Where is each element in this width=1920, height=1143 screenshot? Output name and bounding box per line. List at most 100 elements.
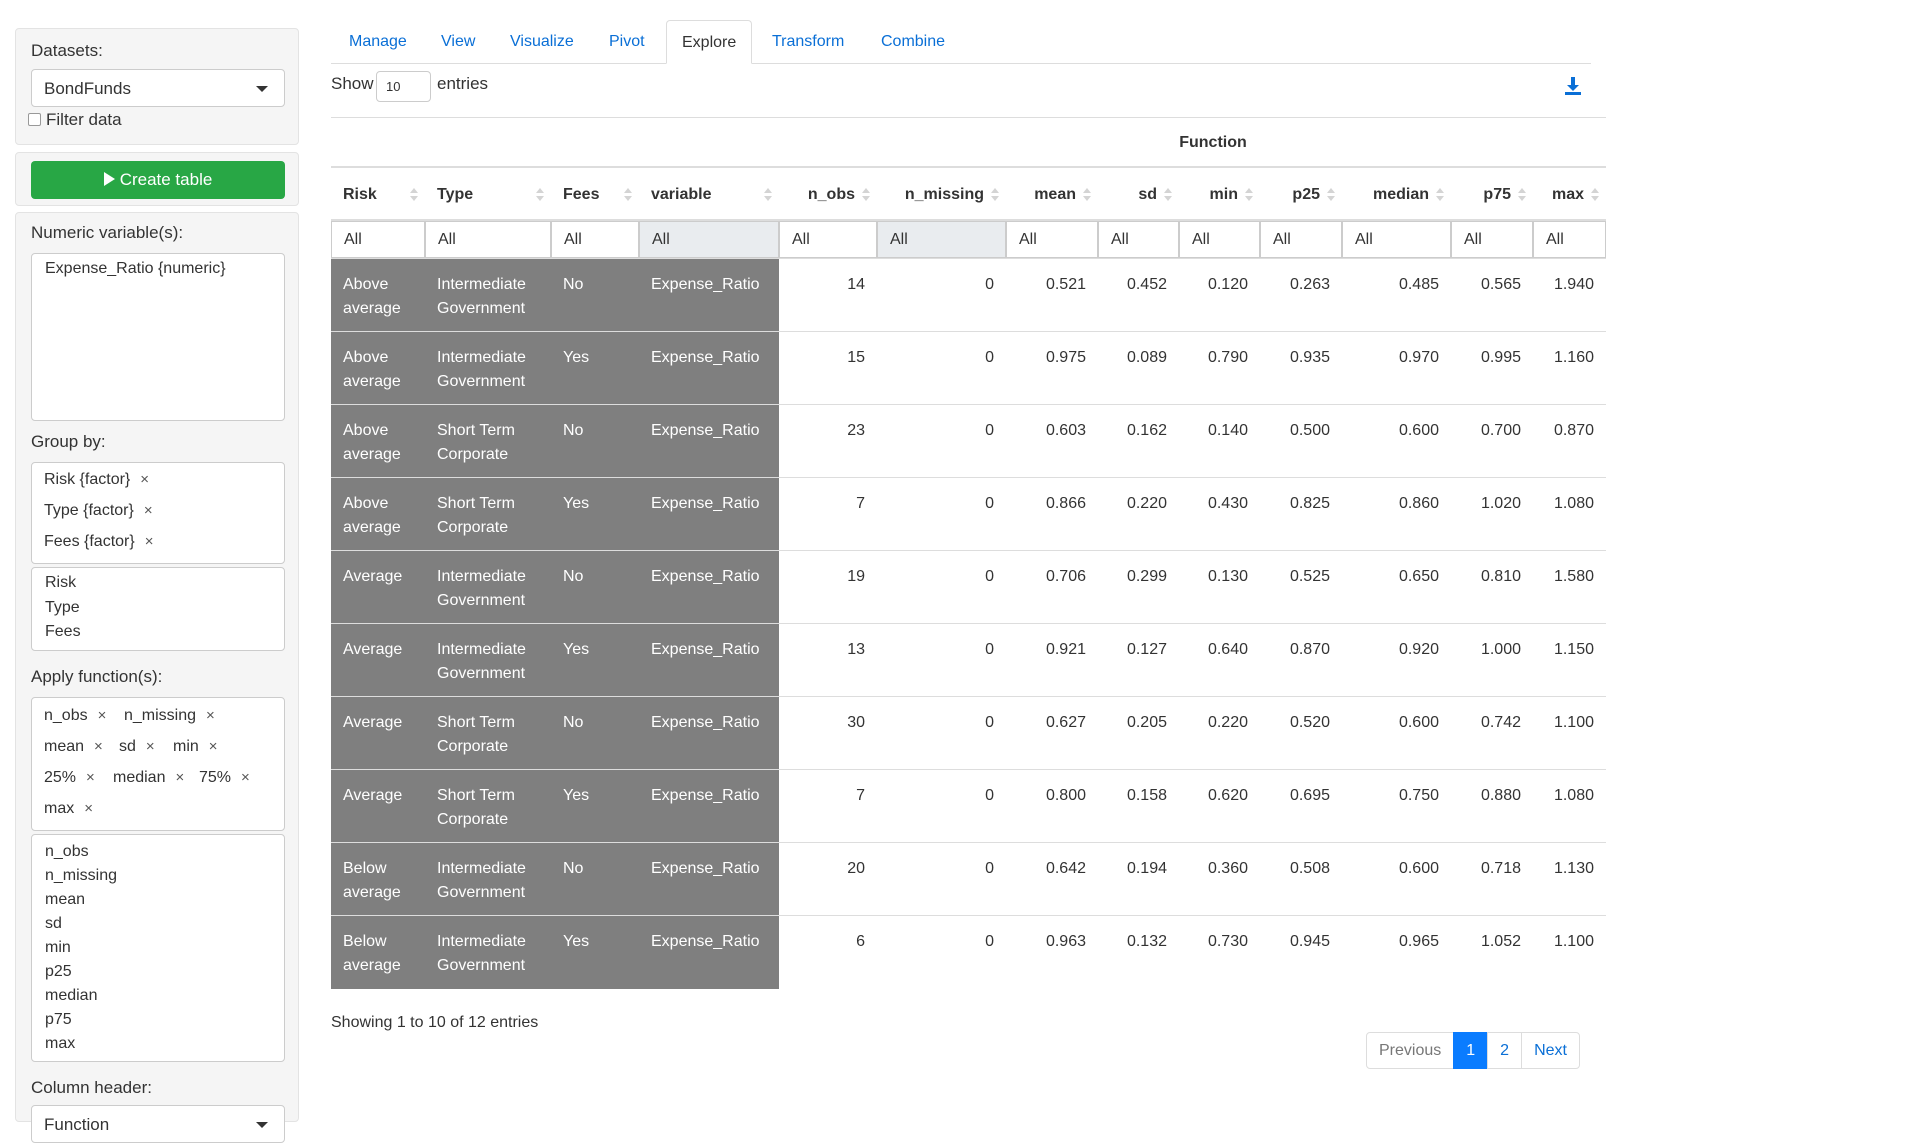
table-cell: No [551,550,639,624]
next-button[interactable]: Next [1521,1032,1580,1069]
table-cell: 14 [779,258,877,332]
col-header-mean[interactable]: mean [1006,170,1098,221]
col-header-median[interactable]: median [1342,170,1451,221]
option-type[interactable]: Type [45,599,80,616]
download-icon[interactable] [1563,76,1583,96]
filter-input-min[interactable]: All [1179,221,1260,258]
tab-view[interactable]: View [441,33,476,50]
remove-icon[interactable]: × [144,533,154,550]
filter-input-p25[interactable]: All [1260,221,1342,258]
function-option[interactable]: sd [45,915,62,932]
col-header-n-missing[interactable]: n_missing [877,170,1006,221]
filter-input-p75[interactable]: All [1451,221,1533,258]
chip-fees[interactable]: Fees {factor} × [44,533,154,550]
create-table-button[interactable]: Create table [31,161,285,199]
function-option[interactable]: p25 [45,963,72,980]
apply-functions-selected[interactable]: n_obs × n_missing × mean × sd × min × 25% × me… [31,697,285,831]
function-option[interactable]: median [45,987,98,1004]
sort-icon [410,188,418,202]
table-cell: 0.935 [1260,331,1342,405]
col-header-variable[interactable]: variable [639,170,779,221]
filter-input-type[interactable]: All [425,221,551,258]
table-cell: 0.620 [1179,769,1260,843]
function-option[interactable]: min [45,939,71,956]
col-header-p25[interactable]: p25 [1260,170,1342,221]
table-cell: Short Term Corporate [425,769,551,843]
remove-icon[interactable]: × [143,502,153,519]
page-2-button[interactable]: 2 [1487,1032,1523,1069]
filter-input-n-missing[interactable]: All [877,221,1006,258]
chip-mean[interactable]: mean × [44,738,103,755]
filter-input-n-obs[interactable]: All [779,221,877,258]
apply-functions-label: Apply function(s): [31,667,163,686]
filter-input-fees[interactable]: All [551,221,639,258]
option-fees[interactable]: Fees [45,623,81,640]
page-1-button[interactable]: 1 [1453,1032,1489,1069]
remove-icon[interactable]: × [208,738,218,755]
chip-type[interactable]: Type {factor} × [44,502,153,519]
tab-combine[interactable]: Combine [881,33,946,50]
chip-n-missing[interactable]: n_missing × [124,707,215,724]
remove-icon[interactable]: × [145,738,155,755]
table-cell: 1.052 [1451,915,1533,989]
col-header-p75[interactable]: p75 [1451,170,1533,221]
previous-button[interactable]: Previous [1366,1032,1455,1069]
remove-icon[interactable]: × [241,769,250,786]
tab-pivot[interactable]: Pivot [609,33,645,50]
table-cell: 0.360 [1179,842,1260,916]
chip-median[interactable]: median × [113,769,185,786]
function-option[interactable]: max [45,1035,76,1052]
col-header-fees[interactable]: Fees [551,170,639,221]
remove-icon[interactable]: × [97,707,107,724]
table-cell: 0 [877,915,1006,989]
function-option[interactable]: n_missing [45,867,118,884]
table-cell: Intermediate Government [425,331,551,405]
col-header-type[interactable]: Type [425,170,551,221]
chip-risk[interactable]: Risk {factor} × [44,471,150,488]
table-cell: 0.565 [1451,258,1533,332]
dataset-select[interactable]: BondFunds [31,69,285,107]
chip-p75[interactable]: 75% × [199,769,250,786]
col-header-max[interactable]: max [1533,170,1606,221]
col-header-risk[interactable]: Risk [331,170,425,221]
chip-n-obs[interactable]: n_obs × [44,707,107,724]
table-cell: 0.880 [1451,769,1533,843]
tab-visualize[interactable]: Visualize [510,33,574,50]
option-risk[interactable]: Risk [45,574,77,591]
filter-input-max[interactable]: All [1533,221,1606,258]
filter-input-sd[interactable]: All [1098,221,1179,258]
sidebar: Datasets: BondFunds Filter data Create t… [15,0,301,1143]
apply-functions-options[interactable]: n_obs n_missing mean sd min p25 median p… [31,834,285,1062]
remove-icon[interactable]: × [140,471,150,488]
numeric-option[interactable]: Expense_Ratio {numeric} [45,260,226,277]
page-length-input[interactable]: 10 [376,71,431,102]
filter-data-checkbox[interactable] [28,113,41,126]
chip-p25[interactable]: 25% × [44,769,95,786]
function-option[interactable]: n_obs [45,843,89,860]
col-header-min[interactable]: min [1179,170,1260,221]
chip-max[interactable]: max × [44,800,93,817]
filter-input-risk[interactable]: All [331,221,425,258]
remove-icon[interactable]: × [206,707,215,724]
chip-min[interactable]: min × [173,738,218,755]
filter-input-median[interactable]: All [1342,221,1451,258]
tab-manage[interactable]: Manage [349,33,407,50]
function-option[interactable]: p75 [45,1011,72,1028]
numeric-variable-list[interactable]: Expense_Ratio {numeric} [31,253,285,421]
tab-transform[interactable]: Transform [772,33,845,50]
filter-input-mean[interactable]: All [1006,221,1098,258]
col-header-n-obs[interactable]: n_obs [779,170,877,221]
chip-sd[interactable]: sd × [119,738,155,755]
remove-icon[interactable]: × [94,738,103,755]
filter-input-variable[interactable]: All [639,221,779,258]
group-by-selected[interactable]: Risk {factor} × Type {factor} × Fees {fact… [31,462,285,564]
remove-icon[interactable]: × [86,769,95,786]
group-by-options[interactable]: Risk Type Fees [31,567,285,651]
remove-icon[interactable]: × [175,769,185,786]
column-header-select[interactable]: Function [31,1105,285,1143]
col-header-sd[interactable]: sd [1098,170,1179,221]
tab-explore[interactable]: Explore [666,20,753,64]
remove-icon[interactable]: × [84,800,93,817]
function-option[interactable]: mean [45,891,86,908]
table-cell: 0.220 [1098,477,1179,551]
